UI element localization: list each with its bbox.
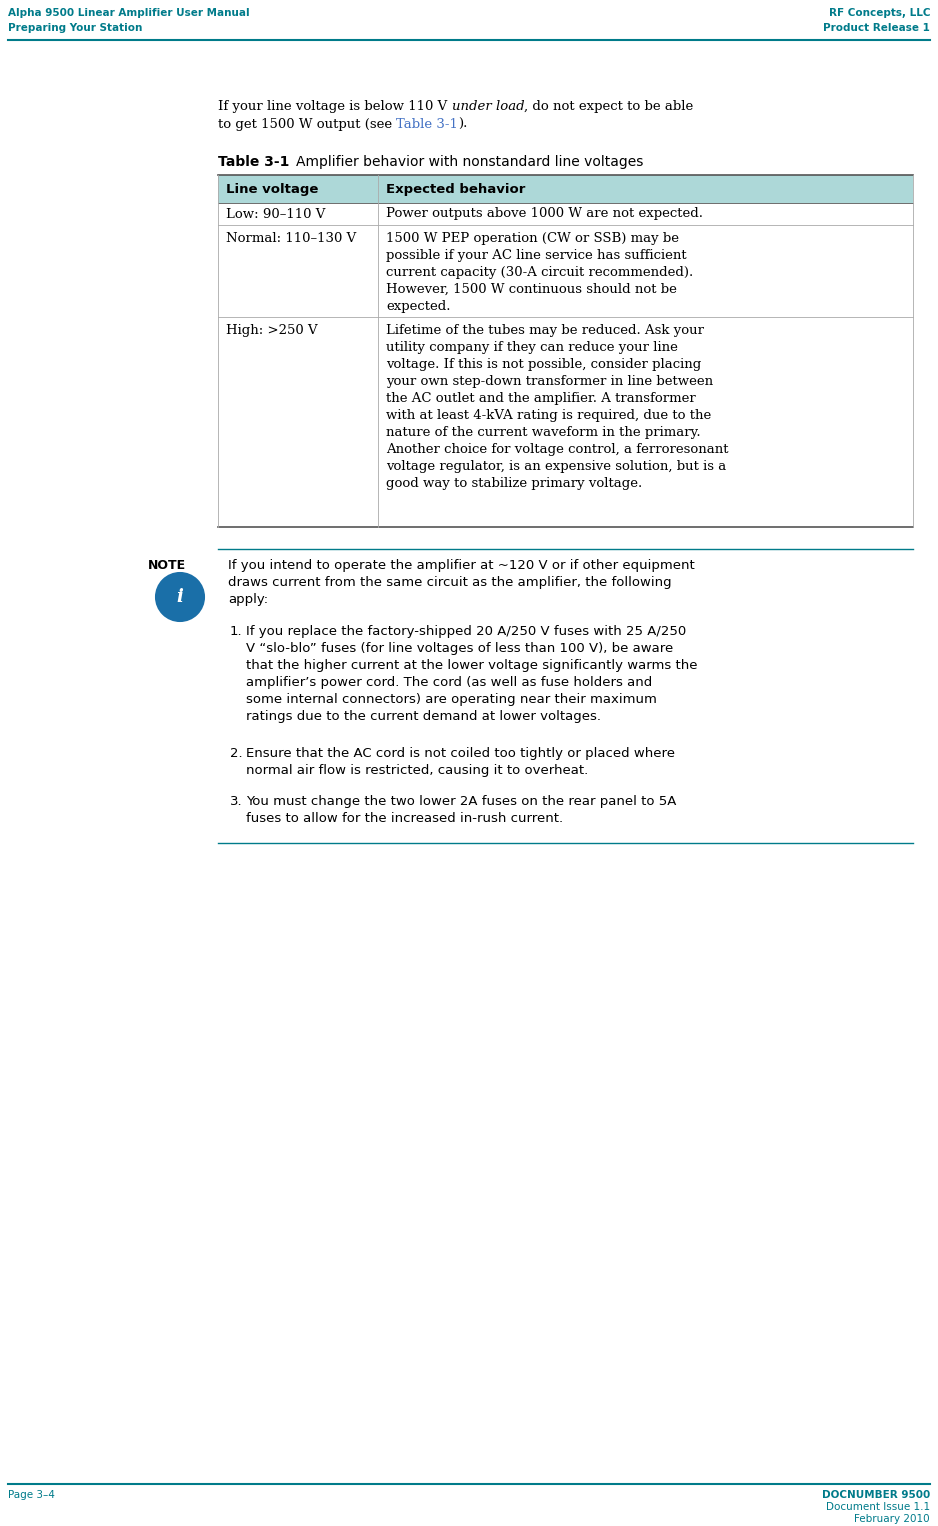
Text: Alpha 9500 Linear Amplifier User Manual: Alpha 9500 Linear Amplifier User Manual [8, 8, 250, 18]
Text: DOCNUMBER 9500: DOCNUMBER 9500 [822, 1489, 930, 1500]
Text: RF Concepts, LLC: RF Concepts, LLC [828, 8, 930, 18]
Text: Product Release 1: Product Release 1 [824, 23, 930, 34]
Text: Power outputs above 1000 W are not expected.: Power outputs above 1000 W are not expec… [386, 208, 703, 220]
Text: Low: 90–110 V: Low: 90–110 V [226, 208, 325, 220]
Bar [218, 175, 913, 203]
Text: If you intend to operate the amplifier at ~120 V or if other equipment
draws cur: If you intend to operate the amplifier a… [228, 559, 695, 606]
Text: 3.: 3. [230, 795, 243, 807]
Circle shape [156, 572, 204, 621]
Text: You must change the two lower 2A fuses on the rear panel to 5A
fuses to allow fo: You must change the two lower 2A fuses o… [246, 795, 676, 826]
Text: to get 1500 W output (see: to get 1500 W output (see [218, 118, 397, 131]
Text: Amplifier behavior with nonstandard line voltages: Amplifier behavior with nonstandard line… [290, 156, 643, 169]
Text: Ensure that the AC cord is not coiled too tightly or placed where
normal air flo: Ensure that the AC cord is not coiled to… [246, 748, 675, 777]
Text: under load: under load [451, 101, 524, 113]
Text: Document Issue 1.1: Document Issue 1.1 [825, 1502, 930, 1512]
Text: Line voltage: Line voltage [226, 183, 318, 195]
Text: 1500 W PEP operation (CW or SSB) may be
possible if your AC line service has suf: 1500 W PEP operation (CW or SSB) may be … [386, 232, 693, 313]
Text: February 2010: February 2010 [855, 1514, 930, 1524]
Text: 1.: 1. [230, 626, 243, 638]
Text: Table 3-1: Table 3-1 [218, 156, 290, 169]
Text: High: >250 V: High: >250 V [226, 324, 318, 337]
Text: Preparing Your Station: Preparing Your Station [8, 23, 143, 34]
Text: i: i [176, 588, 184, 606]
Text: Page 3–4: Page 3–4 [8, 1489, 55, 1500]
Text: , do not expect to be able: , do not expect to be able [524, 101, 693, 113]
Text: 2.: 2. [230, 748, 243, 760]
Text: If your line voltage is below 110 V: If your line voltage is below 110 V [218, 101, 451, 113]
Text: Lifetime of the tubes may be reduced. Ask your
utility company if they can reduc: Lifetime of the tubes may be reduced. As… [386, 324, 729, 490]
Text: Normal: 110–130 V: Normal: 110–130 V [226, 232, 356, 246]
Text: NOTE: NOTE [148, 559, 186, 572]
Text: Expected behavior: Expected behavior [386, 183, 525, 195]
Text: If you replace the factory-shipped 20 A/250 V fuses with 25 A/250
V “slo-blo” fu: If you replace the factory-shipped 20 A/… [246, 626, 698, 723]
Text: ).: ). [459, 118, 468, 131]
Text: Table 3-1: Table 3-1 [397, 118, 459, 131]
